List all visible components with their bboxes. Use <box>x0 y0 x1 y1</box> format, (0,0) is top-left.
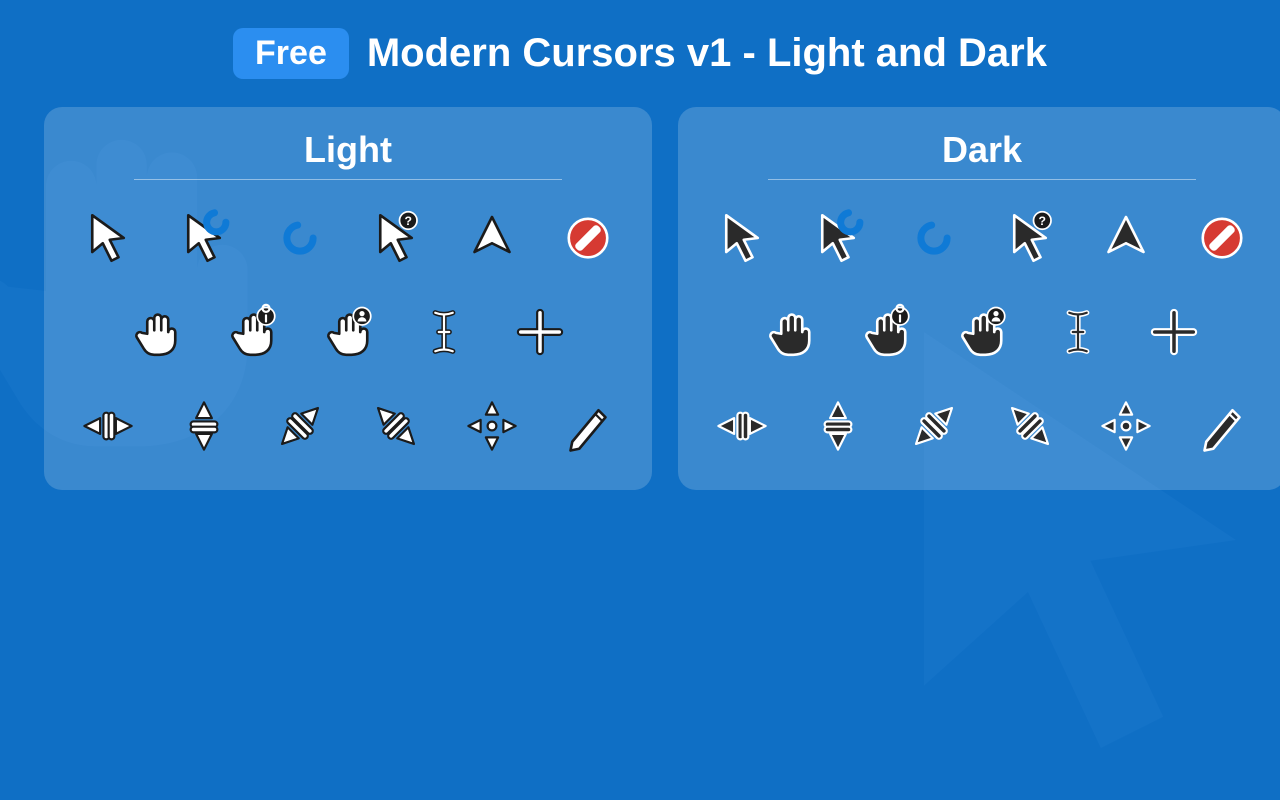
page-title: Modern Cursors v1 - Light and Dark <box>367 31 1047 76</box>
panel-title: Light <box>74 129 622 179</box>
arrow-cursor-icon <box>74 208 142 268</box>
arrow-cursor-icon <box>708 208 776 268</box>
panel-title: Dark <box>708 129 1256 179</box>
move-all-cursor-icon <box>1092 396 1160 456</box>
arrow-up-cursor-icon <box>458 208 526 268</box>
arrow-help-cursor-icon: ? <box>996 208 1064 268</box>
arrow-help-cursor-icon: ? <box>362 208 430 268</box>
cursor-row <box>708 396 1256 456</box>
cursor-row: ? <box>708 208 1256 268</box>
svg-text:?: ? <box>405 214 412 228</box>
free-badge: Free <box>233 28 349 79</box>
divider <box>768 179 1196 180</box>
resize-ns-cursor-icon <box>804 396 872 456</box>
text-ibeam-cursor-icon <box>410 302 478 362</box>
hand-person-cursor-icon <box>314 302 382 362</box>
svg-text:?: ? <box>1039 214 1046 228</box>
forbidden-cursor-icon <box>554 208 622 268</box>
resize-ew-cursor-icon <box>708 396 776 456</box>
busy-ring-cursor-icon <box>900 208 968 268</box>
resize-ns-cursor-icon <box>170 396 238 456</box>
resize-nwse-cursor-icon <box>362 396 430 456</box>
panel-dark: Dark? <box>678 107 1280 490</box>
cursor-row <box>74 302 622 362</box>
hand-pin-cursor-icon <box>218 302 286 362</box>
arrow-busy-cursor-icon <box>804 208 872 268</box>
cursor-row <box>74 396 622 456</box>
panel-light: Light? <box>44 107 652 490</box>
divider <box>134 179 562 180</box>
text-ibeam-cursor-icon <box>1044 302 1112 362</box>
crosshair-cursor-icon <box>1140 302 1208 362</box>
cursor-row <box>708 302 1256 362</box>
hand-cursor-icon <box>122 302 190 362</box>
resize-nwse-cursor-icon <box>996 396 1064 456</box>
pen-cursor-icon <box>1188 396 1256 456</box>
resize-ew-cursor-icon <box>74 396 142 456</box>
hand-pin-cursor-icon <box>852 302 920 362</box>
move-all-cursor-icon <box>458 396 526 456</box>
cursor-row: ? <box>74 208 622 268</box>
hand-person-cursor-icon <box>948 302 1016 362</box>
header: Free Modern Cursors v1 - Light and Dark <box>0 0 1280 79</box>
arrow-busy-cursor-icon <box>170 208 238 268</box>
arrow-up-cursor-icon <box>1092 208 1160 268</box>
hand-cursor-icon <box>756 302 824 362</box>
resize-nesw-cursor-icon <box>266 396 334 456</box>
crosshair-cursor-icon <box>506 302 574 362</box>
forbidden-cursor-icon <box>1188 208 1256 268</box>
pen-cursor-icon <box>554 396 622 456</box>
resize-nesw-cursor-icon <box>900 396 968 456</box>
busy-ring-cursor-icon <box>266 208 334 268</box>
